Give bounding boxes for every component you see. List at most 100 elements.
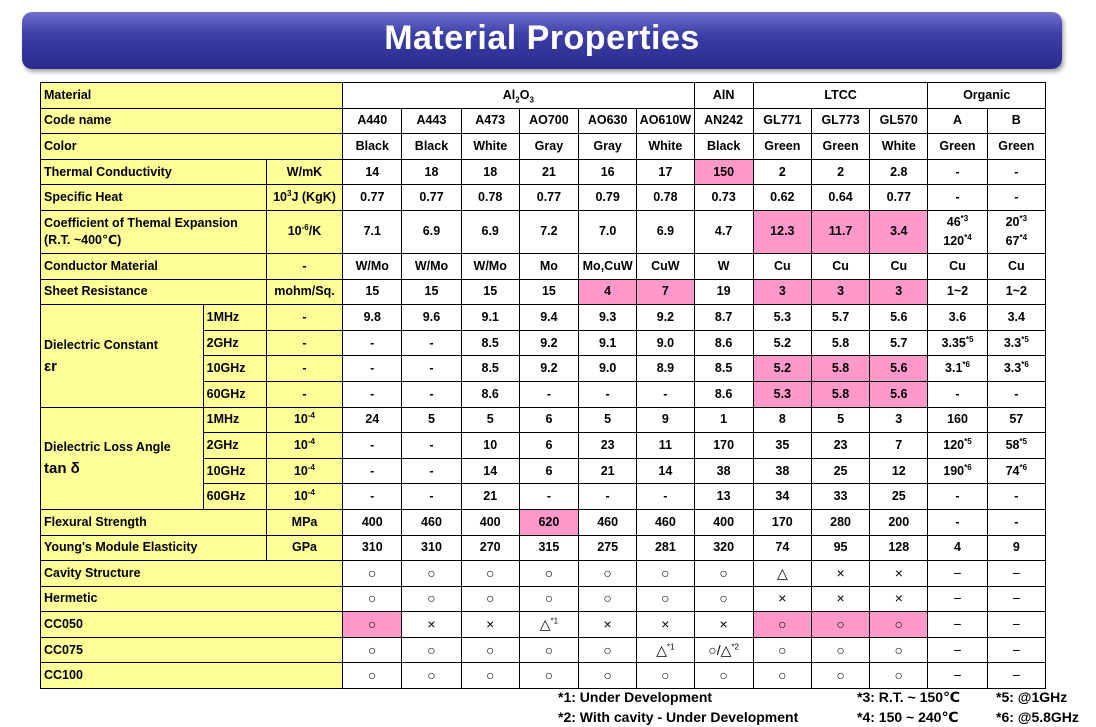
unit-cell: 103J (KgK) (265, 184, 344, 211)
cell: A440 (342, 107, 403, 135)
row-label-sheet-resistance: Sheet Resistance (40, 278, 267, 306)
cell: 3.6 (927, 304, 988, 331)
cell-highlight: 11.7 (810, 209, 871, 254)
cell: 9.4 (518, 304, 580, 331)
freq-label: 10GHz (202, 457, 267, 485)
cell: − (927, 611, 988, 638)
cell: 1 (693, 406, 754, 434)
cell: ○ (401, 662, 462, 690)
row-label-dielectric-constant: Dielectric Constant εr (40, 304, 204, 408)
cell-highlight: 5.8 (810, 355, 871, 382)
cell: - (518, 483, 580, 510)
cell: ○ (578, 662, 638, 690)
group-al2o3: Al2O3 (342, 82, 695, 109)
freq-label: 2GHz (202, 432, 267, 459)
cell: 170 (752, 508, 812, 536)
freq-label: 60GHz (202, 483, 267, 510)
cell: A (927, 107, 988, 135)
cell: Cu (810, 252, 871, 280)
cell: ○ (342, 662, 403, 690)
cell: ○ (869, 636, 929, 664)
cell-highlight: 3 (752, 278, 812, 306)
cell: ○ (342, 585, 403, 613)
cell: Green (986, 133, 1047, 160)
footnote-2: *2: With cavity - Under Development (558, 709, 799, 725)
cell: 120*5 (927, 432, 988, 459)
cell: 400 (693, 508, 754, 536)
cell: - (578, 380, 638, 408)
table-row: CC050 ○ × × △*1 × × × ○ ○ ○ − − (39, 611, 1047, 638)
cell: 12 (869, 457, 929, 485)
table-row: 10GHz 10-4 - - 14 6 21 14 38 38 25 12 19… (41, 457, 1047, 485)
cell: Green (810, 133, 871, 160)
row-label-hermetic: Hermetic (39, 585, 344, 613)
cell: 9.8 (342, 304, 403, 331)
cell: ○ (401, 585, 462, 613)
cell: 310 (401, 534, 462, 562)
cell: 21 (578, 457, 638, 485)
cell: GL771 (752, 107, 812, 135)
cell: 9 (986, 534, 1047, 562)
cell: × (401, 611, 462, 638)
cell: 8.5 (460, 329, 520, 357)
cell: Black (342, 133, 403, 160)
cell: 128 (869, 534, 929, 562)
cell: 25 (810, 457, 871, 485)
cell-highlight: 5.6 (869, 355, 929, 382)
cell: ○ (636, 585, 695, 613)
cell: AO630 (578, 107, 638, 135)
cell: × (869, 585, 929, 613)
cell: 8.7 (693, 304, 754, 331)
row-label-cc100: CC100 (39, 662, 344, 690)
cell: 460 (401, 508, 462, 536)
cell: 0.78 (636, 184, 695, 211)
row-label-cc075: CC075 (39, 636, 344, 664)
cell: - (342, 355, 403, 382)
row-label-code-name: Code name (39, 107, 344, 135)
cell: 13 (693, 483, 754, 510)
cell: 275 (578, 534, 638, 562)
cell: ○ (342, 636, 403, 664)
cell: 20*3 67*4 (986, 209, 1047, 254)
cell: B (986, 107, 1047, 135)
cell: ○ (460, 662, 520, 690)
cell: 8.5 (460, 355, 520, 382)
row-label-specific-heat: Specific Heat (40, 184, 267, 211)
cell: 400 (342, 508, 403, 536)
cell: 400 (460, 508, 520, 536)
row-label-conductor: Conductor Material (40, 252, 267, 280)
cell: 0.73 (693, 184, 754, 211)
cell-highlight: ○ (869, 611, 929, 638)
cell: − (986, 662, 1047, 690)
cell: Mo,CuW (578, 252, 638, 280)
cell: 8 (752, 406, 812, 434)
cell-highlight: 150 (693, 158, 754, 186)
cell: ○ (810, 662, 871, 690)
cell: 8.5 (693, 355, 754, 382)
cell: 1~2 (986, 278, 1047, 306)
table-row: Hermetic ○ ○ ○ ○ ○ ○ ○ × × × − − (39, 585, 1047, 613)
cell: × (810, 560, 871, 587)
row-label-thermal-conductivity: Thermal Conductivity (40, 158, 267, 186)
cell: 7.2 (518, 209, 580, 254)
cell: ○ (869, 662, 929, 690)
unit-cell: W/mK (265, 158, 344, 186)
freq-label: 60GHz (202, 380, 267, 408)
material-properties-table: Material Al2O3 AlN LTCC Organic Code nam… (39, 82, 1047, 690)
cell: - (927, 508, 988, 536)
cell: ○ (636, 662, 695, 690)
cell: - (342, 380, 403, 408)
cell: 9.1 (460, 304, 520, 331)
group-ltcc: LTCC (752, 82, 929, 109)
footnote-4: *4: 150 ~ 240℃ (857, 709, 959, 725)
cell: 95 (810, 534, 871, 562)
cell: 2 (752, 158, 812, 186)
cell: 9.2 (636, 304, 695, 331)
cell: ○ (636, 560, 695, 587)
cell: - (401, 432, 462, 459)
cell: W/Mo (401, 252, 462, 280)
cell: 7.0 (578, 209, 638, 254)
cell: 14 (460, 457, 520, 485)
cell: Cu (927, 252, 988, 280)
cell: 5.7 (810, 304, 871, 331)
